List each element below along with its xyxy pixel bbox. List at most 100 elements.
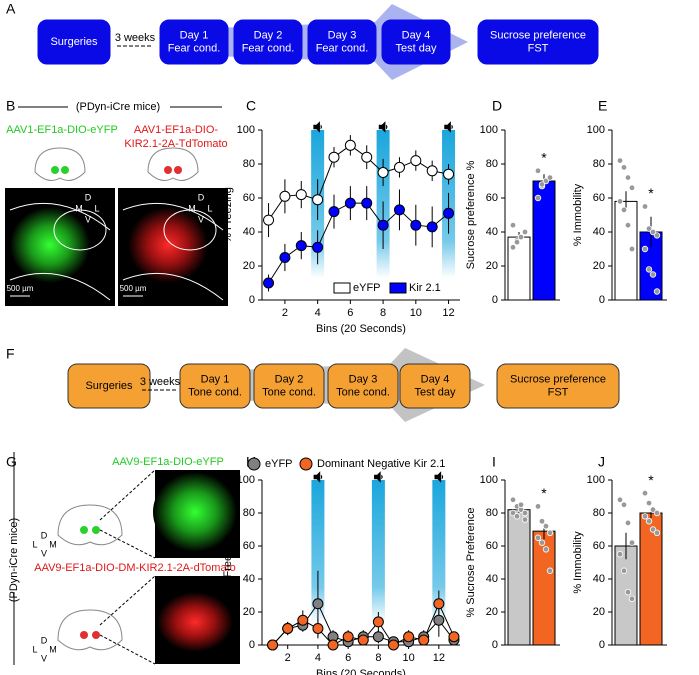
data-point — [297, 614, 309, 626]
x-tick-label: 4 — [315, 652, 321, 664]
data-point — [645, 518, 653, 525]
data-point — [538, 181, 546, 188]
fluorescence — [10, 207, 90, 283]
step-label: Surgeries — [50, 36, 98, 48]
y-axis-label: % Freezing — [222, 535, 234, 591]
data-point — [645, 225, 653, 232]
data-point — [344, 139, 356, 151]
data-point — [542, 523, 550, 530]
y-tick-label: 60 — [486, 192, 498, 204]
data-point — [649, 271, 657, 278]
data-point — [279, 190, 291, 202]
panel-label: D — [492, 98, 502, 114]
injection-site — [80, 526, 88, 534]
step-label: FST — [548, 386, 569, 398]
data-point — [641, 513, 649, 520]
data-point — [542, 546, 550, 553]
gap-label: 3 weeks — [115, 32, 156, 44]
step-box — [179, 363, 251, 409]
data-point — [443, 207, 455, 219]
fluorescence — [157, 592, 233, 652]
step-label: Surgeries — [85, 380, 133, 392]
y-tick-label: 20 — [486, 260, 498, 272]
step-box — [159, 19, 229, 65]
step-label: Fear cond. — [168, 42, 221, 54]
step-label: Sucrose preference — [490, 29, 586, 41]
data-point — [513, 513, 521, 520]
data-point — [616, 157, 624, 164]
data-point — [295, 189, 307, 201]
gap-label: 3 weeks — [140, 376, 181, 388]
y-tick-label: 40 — [486, 226, 498, 238]
orientation: V — [85, 214, 91, 224]
step-label: Day 1 — [201, 373, 230, 385]
y-axis-label: % Sucrose Preference — [465, 507, 477, 617]
step-box — [37, 19, 111, 65]
legend-marker — [333, 282, 351, 294]
virus-label: KIR2.1-2A-TdTomato — [124, 138, 227, 150]
orientation: V — [41, 653, 47, 663]
data-point — [403, 631, 415, 643]
data-point — [517, 501, 525, 508]
y-tick-label: 40 — [486, 573, 498, 585]
x-tick-label: 8 — [380, 307, 386, 319]
data-point — [620, 567, 628, 574]
brain-schematic — [34, 147, 199, 181]
y-tick-label: 60 — [243, 192, 255, 204]
data-point — [509, 244, 517, 251]
x-tick-label: 8 — [375, 652, 381, 664]
step-box — [381, 19, 451, 65]
y-tick-label: 80 — [593, 507, 605, 519]
panel-label: I — [492, 454, 496, 470]
data-point — [616, 551, 624, 558]
y-tick-label: 0 — [599, 294, 605, 306]
y-tick-label: 100 — [480, 124, 498, 136]
y-tick-label: 20 — [593, 260, 605, 272]
data-point — [620, 164, 628, 171]
data-point — [433, 598, 445, 610]
data-point — [653, 288, 661, 295]
data-point — [517, 233, 525, 241]
step-label: Fear cond. — [316, 42, 369, 54]
orientation: V — [41, 548, 47, 558]
x-tick-label: 12 — [442, 307, 454, 319]
brain-outline — [9, 202, 224, 301]
x-tick-label: 6 — [347, 307, 353, 319]
y-axis-label: Sucrose preference % — [465, 160, 477, 269]
injection-site — [92, 526, 100, 534]
y-axis-label: % Freezing — [222, 187, 234, 243]
y-tick-label: 80 — [486, 158, 498, 170]
step-box — [477, 19, 599, 65]
orientation: L — [32, 644, 37, 654]
data-point — [645, 499, 653, 507]
bar — [614, 545, 638, 646]
y-tick-label: 0 — [249, 294, 255, 306]
y-axis-label: % Immobility — [572, 531, 584, 594]
data-point — [649, 526, 657, 533]
orientation: L — [94, 203, 99, 213]
injection-site — [80, 631, 88, 639]
data-point — [263, 277, 275, 289]
data-point — [372, 631, 384, 643]
x-tick-label: 2 — [285, 652, 291, 664]
y-tick-label: 40 — [593, 226, 605, 238]
data-point — [433, 614, 445, 626]
speaker-icon — [313, 471, 323, 483]
step-label: Tone cond. — [336, 386, 390, 398]
orientation: L — [207, 203, 212, 213]
y-tick-label: 40 — [593, 573, 605, 585]
data-point — [641, 203, 649, 210]
significance: * — [541, 150, 547, 166]
step-label: FST — [528, 42, 549, 54]
step-label: Day 4 — [421, 373, 450, 385]
step-label: Tone cond. — [188, 386, 242, 398]
y-tick-label: 60 — [593, 540, 605, 552]
data-point — [628, 595, 636, 602]
y-tick-label: 60 — [243, 540, 255, 552]
orientation: D — [41, 530, 48, 540]
data-point — [509, 221, 517, 229]
panel-label: A — [6, 1, 16, 17]
orientation: M — [49, 539, 57, 549]
data-point — [653, 232, 661, 239]
